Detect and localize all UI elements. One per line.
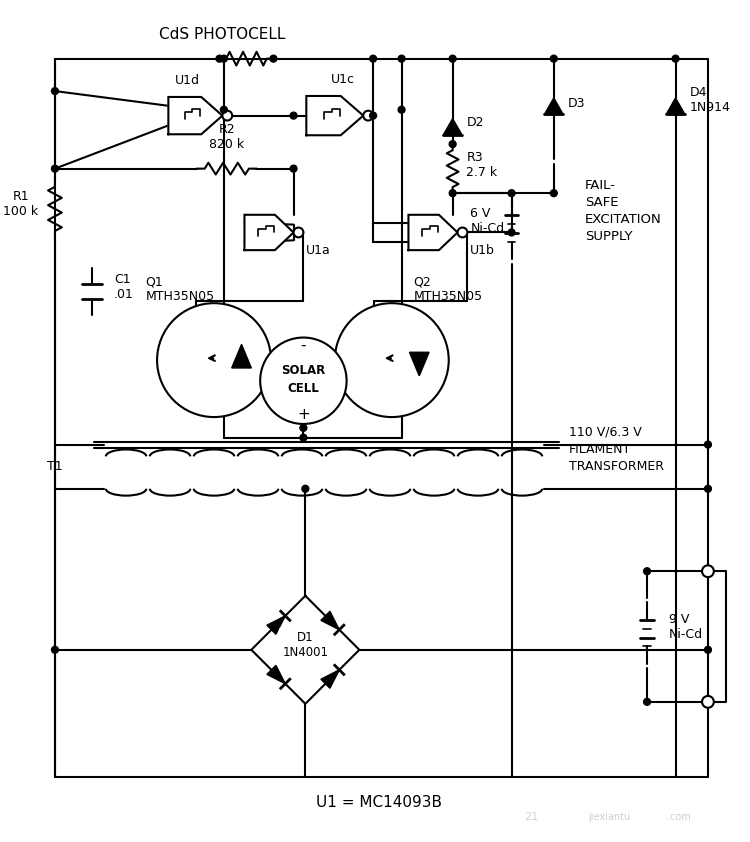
Text: CdS PHOTOCELL: CdS PHOTOCELL [159, 27, 285, 41]
Text: U1c: U1c [331, 73, 355, 86]
Circle shape [290, 165, 297, 172]
Polygon shape [666, 98, 685, 115]
Polygon shape [267, 616, 285, 634]
Text: .com: .com [667, 812, 690, 822]
Text: Q2
MTH35N05: Q2 MTH35N05 [413, 275, 482, 303]
Text: 6 V
Ni-Cd: 6 V Ni-Cd [470, 206, 505, 235]
Circle shape [398, 106, 405, 113]
Text: R1
100 k: R1 100 k [3, 190, 38, 218]
Polygon shape [306, 96, 363, 136]
Circle shape [293, 227, 304, 237]
Text: D4
1N914: D4 1N914 [689, 86, 730, 114]
Circle shape [508, 189, 515, 197]
Circle shape [449, 189, 456, 197]
Circle shape [300, 434, 307, 441]
Circle shape [260, 338, 346, 424]
Circle shape [704, 441, 712, 448]
Text: T1: T1 [47, 461, 63, 473]
Circle shape [52, 88, 58, 94]
Circle shape [672, 56, 679, 62]
Circle shape [702, 696, 714, 708]
Polygon shape [544, 98, 563, 115]
Circle shape [300, 424, 307, 431]
Circle shape [644, 568, 650, 575]
Circle shape [449, 56, 456, 62]
Polygon shape [321, 670, 339, 688]
Text: D3: D3 [568, 98, 585, 110]
Text: -: - [301, 338, 306, 353]
Circle shape [370, 56, 376, 62]
Text: U1 = MC14093B: U1 = MC14093B [316, 796, 442, 811]
Circle shape [334, 303, 448, 417]
Text: 9 V
Ni-Cd: 9 V Ni-Cd [669, 613, 703, 642]
Circle shape [52, 647, 58, 653]
Circle shape [704, 485, 712, 493]
Polygon shape [409, 215, 458, 250]
Text: U1a: U1a [306, 243, 331, 257]
Circle shape [302, 485, 309, 493]
Circle shape [702, 565, 714, 577]
Circle shape [220, 56, 227, 62]
Circle shape [220, 106, 227, 113]
Circle shape [370, 112, 376, 119]
Circle shape [458, 227, 467, 237]
Text: FAIL-
SAFE
EXCITATION
SUPPLY: FAIL- SAFE EXCITATION SUPPLY [585, 179, 662, 242]
Circle shape [52, 165, 58, 172]
Text: +: + [297, 407, 310, 422]
Polygon shape [168, 97, 222, 134]
Polygon shape [443, 119, 462, 135]
Circle shape [644, 698, 650, 706]
Text: C1
.01: C1 .01 [114, 274, 134, 301]
Text: U1d: U1d [175, 74, 200, 87]
Text: 21: 21 [524, 812, 538, 822]
Polygon shape [410, 352, 429, 376]
Circle shape [222, 110, 232, 120]
Text: D1
1N4001: D1 1N4001 [282, 631, 328, 659]
Circle shape [508, 229, 515, 236]
Circle shape [398, 56, 405, 62]
Polygon shape [321, 611, 339, 630]
Text: R2
820 k: R2 820 k [209, 123, 245, 151]
Text: D2: D2 [466, 116, 484, 129]
Text: Q1
MTH35N05: Q1 MTH35N05 [146, 275, 214, 303]
Text: CELL: CELL [287, 382, 320, 395]
Text: R3
2.7 k: R3 2.7 k [466, 151, 497, 179]
Circle shape [290, 112, 297, 119]
Text: U1b: U1b [470, 243, 495, 257]
Circle shape [550, 56, 557, 62]
Circle shape [363, 110, 373, 120]
Circle shape [550, 189, 557, 197]
Circle shape [449, 141, 456, 147]
Circle shape [704, 647, 712, 653]
Text: SOLAR: SOLAR [281, 365, 326, 377]
Text: jiexiantu: jiexiantu [589, 812, 631, 822]
Circle shape [157, 303, 271, 417]
Circle shape [216, 56, 223, 62]
Circle shape [270, 56, 277, 62]
Polygon shape [267, 665, 285, 684]
Polygon shape [244, 215, 293, 250]
Polygon shape [232, 344, 251, 368]
Text: 110 V/6.3 V
FILAMENT
TRANSFORMER: 110 V/6.3 V FILAMENT TRANSFORMER [568, 426, 664, 473]
